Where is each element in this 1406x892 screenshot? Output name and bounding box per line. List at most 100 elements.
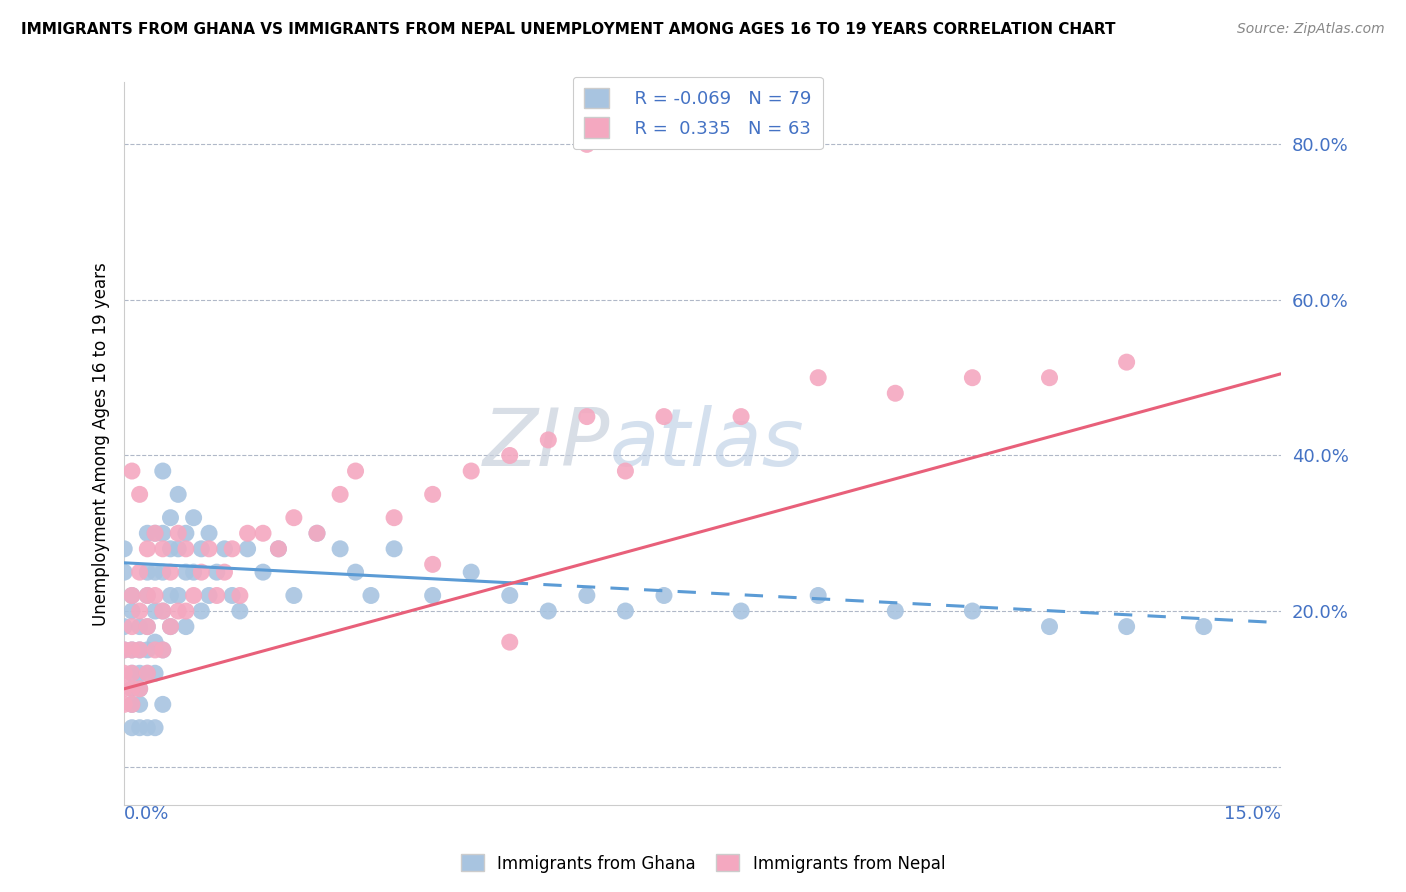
Point bbox=[121, 643, 143, 657]
Point bbox=[174, 619, 197, 633]
Point bbox=[121, 589, 143, 603]
Point bbox=[136, 565, 159, 579]
Point bbox=[152, 464, 174, 478]
Point bbox=[382, 541, 405, 556]
Point bbox=[152, 526, 174, 541]
Point bbox=[460, 565, 482, 579]
Point bbox=[128, 565, 150, 579]
Point bbox=[159, 565, 181, 579]
Point bbox=[537, 604, 560, 618]
Y-axis label: Unemployment Among Ages 16 to 19 years: Unemployment Among Ages 16 to 19 years bbox=[93, 262, 110, 625]
Point bbox=[283, 510, 305, 524]
Point bbox=[236, 526, 259, 541]
Point bbox=[575, 137, 598, 152]
Point bbox=[128, 604, 150, 618]
Point bbox=[167, 487, 190, 501]
Point bbox=[198, 541, 221, 556]
Point bbox=[152, 698, 174, 712]
Point bbox=[229, 589, 252, 603]
Point bbox=[614, 464, 637, 478]
Point bbox=[183, 565, 205, 579]
Point bbox=[236, 541, 259, 556]
Point bbox=[136, 589, 159, 603]
Point bbox=[267, 541, 290, 556]
Point bbox=[214, 565, 236, 579]
Point bbox=[205, 589, 228, 603]
Point bbox=[884, 604, 907, 618]
Point bbox=[159, 541, 181, 556]
Point bbox=[884, 386, 907, 401]
Point bbox=[159, 619, 181, 633]
Point bbox=[128, 721, 150, 735]
Text: atlas: atlas bbox=[610, 405, 804, 483]
Text: 0.0%: 0.0% bbox=[124, 805, 170, 823]
Point bbox=[112, 619, 135, 633]
Point bbox=[190, 541, 212, 556]
Point bbox=[143, 643, 166, 657]
Point bbox=[121, 589, 143, 603]
Point bbox=[1038, 619, 1060, 633]
Point bbox=[252, 565, 274, 579]
Point bbox=[136, 721, 159, 735]
Point bbox=[143, 635, 166, 649]
Point bbox=[537, 433, 560, 447]
Point bbox=[198, 526, 221, 541]
Point bbox=[121, 666, 143, 681]
Point bbox=[183, 510, 205, 524]
Point bbox=[128, 487, 150, 501]
Point bbox=[807, 370, 830, 384]
Point bbox=[422, 487, 444, 501]
Point bbox=[121, 643, 143, 657]
Point bbox=[730, 604, 752, 618]
Point bbox=[112, 666, 135, 681]
Point bbox=[167, 589, 190, 603]
Point bbox=[962, 604, 984, 618]
Point bbox=[252, 526, 274, 541]
Point bbox=[167, 541, 190, 556]
Point bbox=[121, 666, 143, 681]
Text: ZIP: ZIP bbox=[482, 405, 610, 483]
Point bbox=[174, 526, 197, 541]
Point bbox=[159, 619, 181, 633]
Point bbox=[121, 698, 143, 712]
Point bbox=[382, 510, 405, 524]
Point bbox=[121, 721, 143, 735]
Point bbox=[136, 619, 159, 633]
Point bbox=[499, 635, 522, 649]
Point bbox=[652, 409, 675, 424]
Point bbox=[422, 558, 444, 572]
Point bbox=[221, 589, 243, 603]
Point bbox=[214, 541, 236, 556]
Point bbox=[344, 565, 367, 579]
Text: Source: ZipAtlas.com: Source: ZipAtlas.com bbox=[1237, 22, 1385, 37]
Point bbox=[652, 589, 675, 603]
Point bbox=[422, 589, 444, 603]
Point bbox=[614, 604, 637, 618]
Point bbox=[143, 666, 166, 681]
Point bbox=[128, 681, 150, 696]
Point bbox=[112, 681, 135, 696]
Point bbox=[221, 541, 243, 556]
Point bbox=[575, 409, 598, 424]
Point bbox=[121, 681, 143, 696]
Point bbox=[112, 541, 135, 556]
Point bbox=[152, 541, 174, 556]
Point bbox=[121, 698, 143, 712]
Point bbox=[159, 589, 181, 603]
Point bbox=[136, 526, 159, 541]
Point bbox=[152, 565, 174, 579]
Point bbox=[152, 604, 174, 618]
Point bbox=[575, 589, 598, 603]
Point bbox=[136, 589, 159, 603]
Point bbox=[174, 604, 197, 618]
Point bbox=[174, 541, 197, 556]
Point bbox=[329, 487, 352, 501]
Point bbox=[143, 604, 166, 618]
Point bbox=[143, 526, 166, 541]
Point bbox=[128, 643, 150, 657]
Point bbox=[112, 643, 135, 657]
Point bbox=[190, 565, 212, 579]
Point bbox=[128, 619, 150, 633]
Point bbox=[460, 464, 482, 478]
Point bbox=[128, 698, 150, 712]
